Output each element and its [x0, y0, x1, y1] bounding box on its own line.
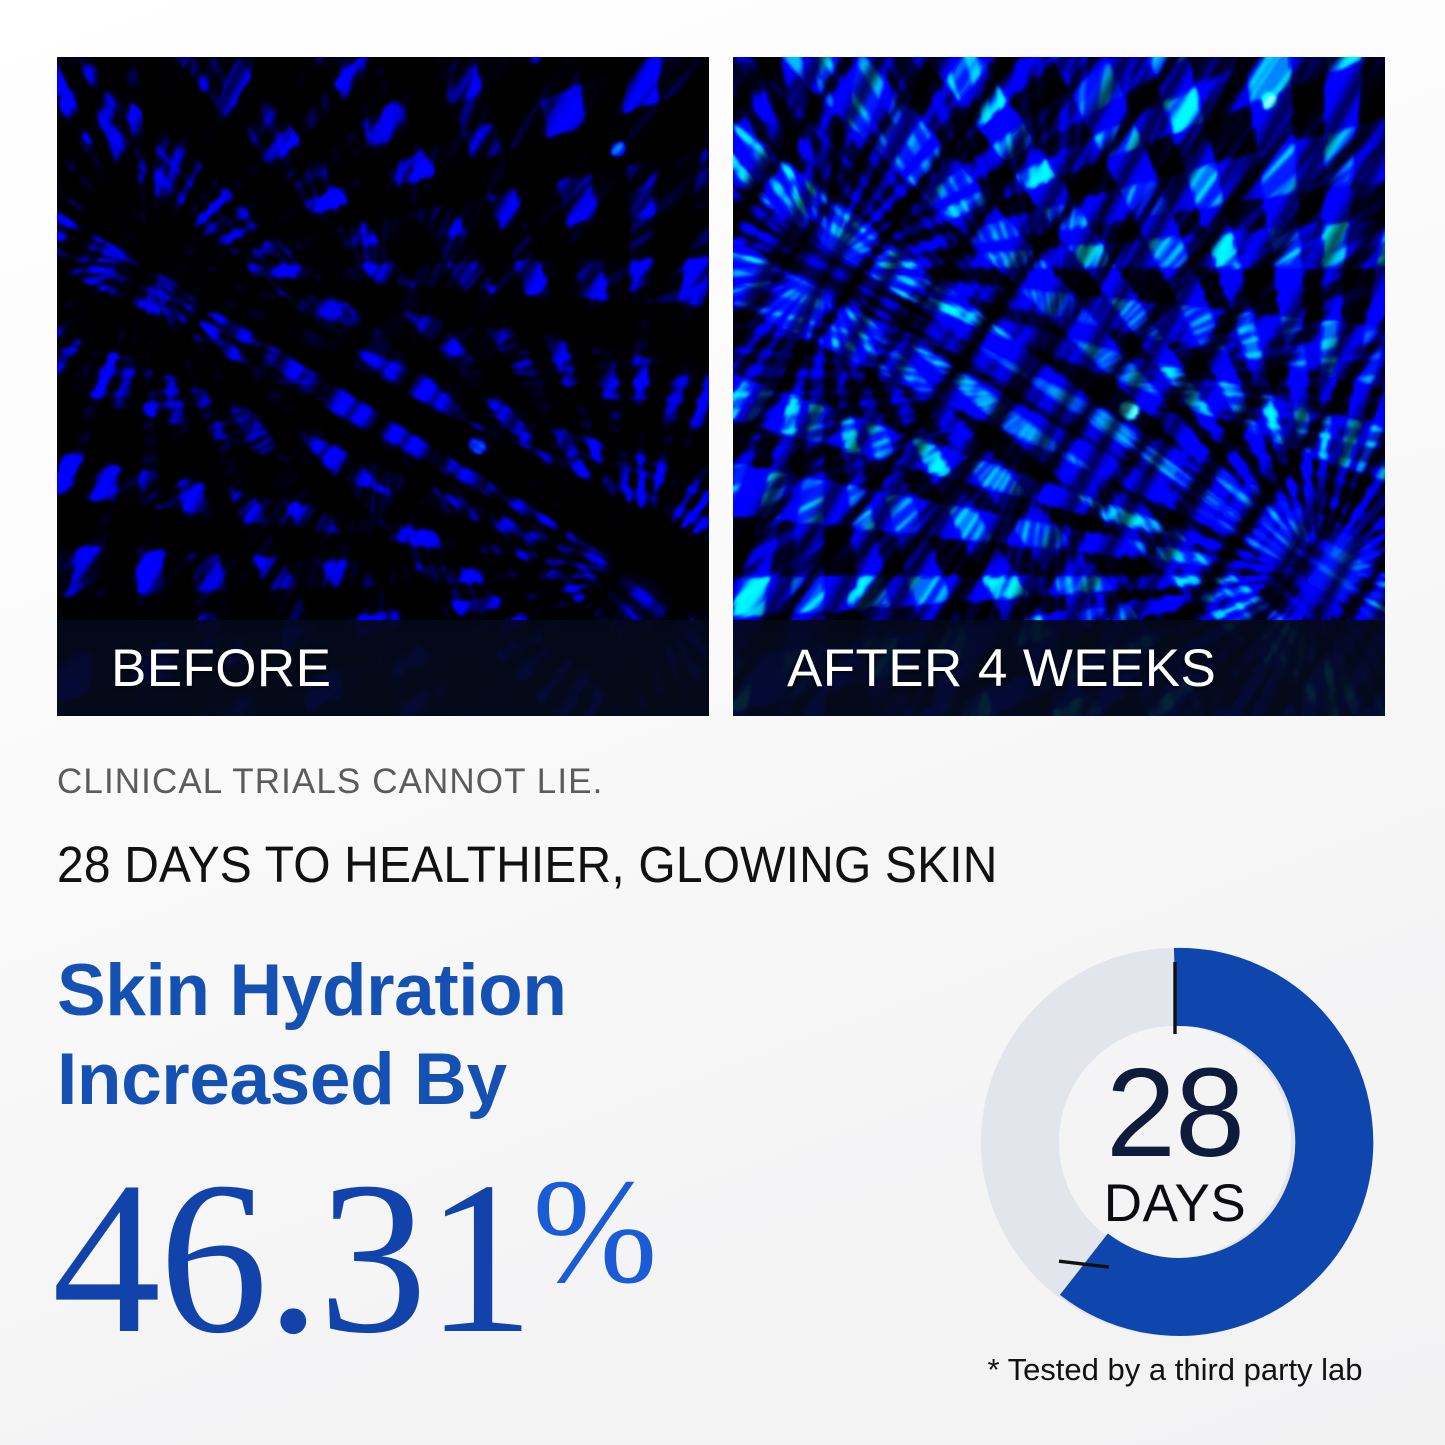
before-panel: BEFORE: [57, 57, 709, 716]
stat-value-block: 46.31%: [52, 1150, 657, 1368]
footnote-text: * Tested by a third party lab: [987, 1352, 1363, 1387]
before-label: BEFORE: [111, 638, 332, 698]
donut-progress-arc: [1059, 947, 1374, 1336]
after-label: AFTER 4 WEEKS: [787, 638, 1217, 698]
headline-line-1: Skin Hydration: [57, 950, 567, 1031]
days-donut-chart: 28 DAYS: [981, 947, 1374, 1336]
stat-value: 46.31: [52, 1138, 534, 1379]
headline-line-2: Increased By: [57, 1039, 507, 1121]
before-texture-image: [57, 57, 709, 716]
after-texture-image: [733, 57, 1385, 716]
headline: Skin Hydration Increased By: [57, 946, 757, 1124]
subheadline-text: 28 DAYS TO HEALTHIER, GLOWING SKIN: [57, 836, 998, 893]
eyebrow-text: CLINICAL TRIALS CANNOT LIE.: [57, 762, 604, 801]
before-label-strip: BEFORE: [57, 620, 709, 716]
before-after-comparison: BEFORE AFTER 4 WEEKS: [57, 57, 1385, 716]
after-panel: AFTER 4 WEEKS: [733, 57, 1385, 716]
donut-svg: [981, 947, 1374, 1336]
stat-unit: %: [532, 1148, 658, 1315]
after-label-strip: AFTER 4 WEEKS: [733, 620, 1385, 716]
donut-end-tick: [1058, 1259, 1110, 1269]
